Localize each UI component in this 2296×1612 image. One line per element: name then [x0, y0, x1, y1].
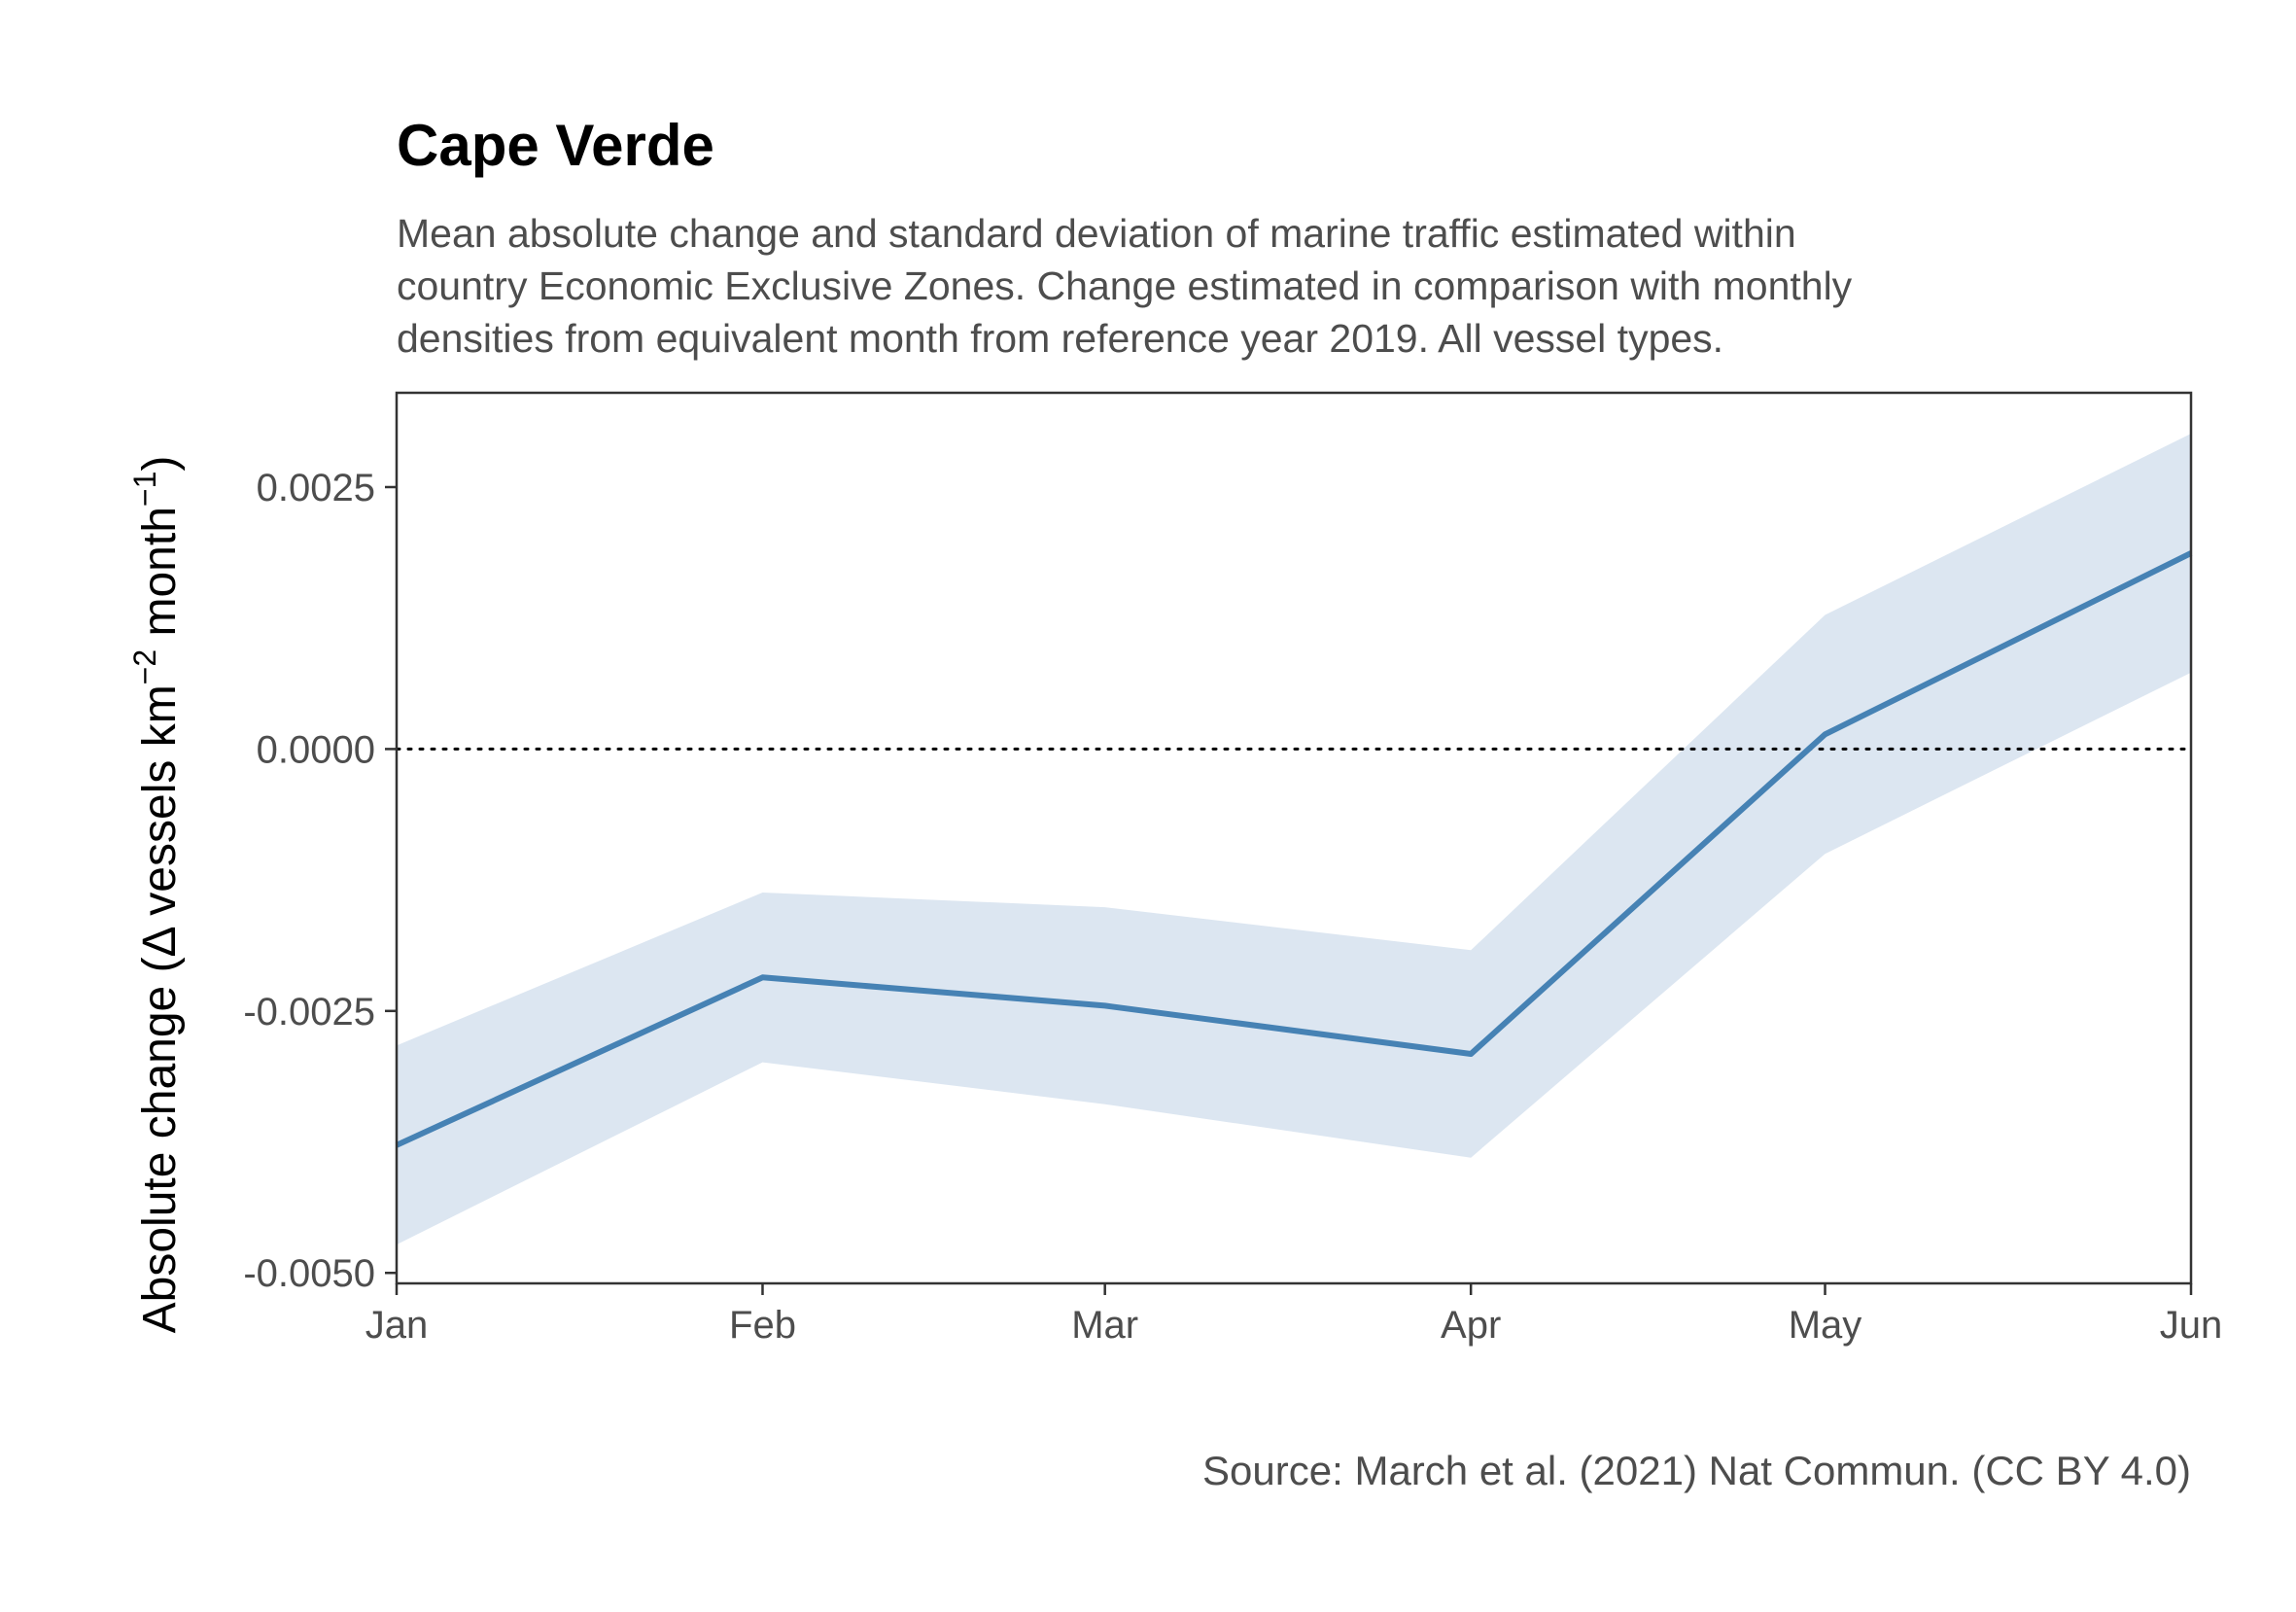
y-axis-title-prefix: Absolute change (Δ vessels km: [134, 684, 186, 1333]
x-tick-label: Jun: [2160, 1304, 2223, 1347]
y-axis-title-suffix: ): [134, 456, 186, 472]
y-axis: -0.0050 -0.0025 0.0000 0.0025: [243, 467, 397, 1295]
chart-subtitle-line-3: densities from equivalent month from ref…: [397, 316, 1723, 361]
y-axis-title-sup2: −1: [127, 472, 162, 507]
y-tick-label: -0.0050: [243, 1252, 375, 1295]
x-axis: Jan Feb Mar Apr May Jun: [365, 1283, 2223, 1347]
y-tick-label: -0.0025: [243, 991, 375, 1034]
x-tick-label: Feb: [729, 1304, 796, 1347]
chart-subtitle-line-2: country Economic Exclusive Zones. Change…: [397, 263, 1853, 308]
y-axis-title-middle: month: [134, 507, 186, 649]
sd-band-layer: [397, 434, 2191, 1244]
x-tick-label: May: [1789, 1304, 1862, 1347]
chart-subtitle-line-1: Mean absolute change and standard deviat…: [397, 211, 1796, 256]
x-tick-label: Jan: [365, 1304, 429, 1347]
y-axis-title-sup1: −2: [127, 649, 162, 684]
y-axis-title: Absolute change (Δ vessels km−2 month−1): [127, 456, 186, 1334]
chart-caption: Source: March et al. (2021) Nat Commun. …: [1202, 1448, 2191, 1493]
chart-title: Cape Verde: [397, 113, 714, 178]
x-tick-label: Apr: [1441, 1304, 1501, 1347]
y-tick-label: 0.0000: [257, 728, 375, 771]
sd-band-0: [397, 434, 2191, 1244]
x-tick-label: Mar: [1071, 1304, 1138, 1347]
y-tick-label: 0.0025: [257, 467, 375, 509]
plot-panel-border: [397, 393, 2191, 1283]
